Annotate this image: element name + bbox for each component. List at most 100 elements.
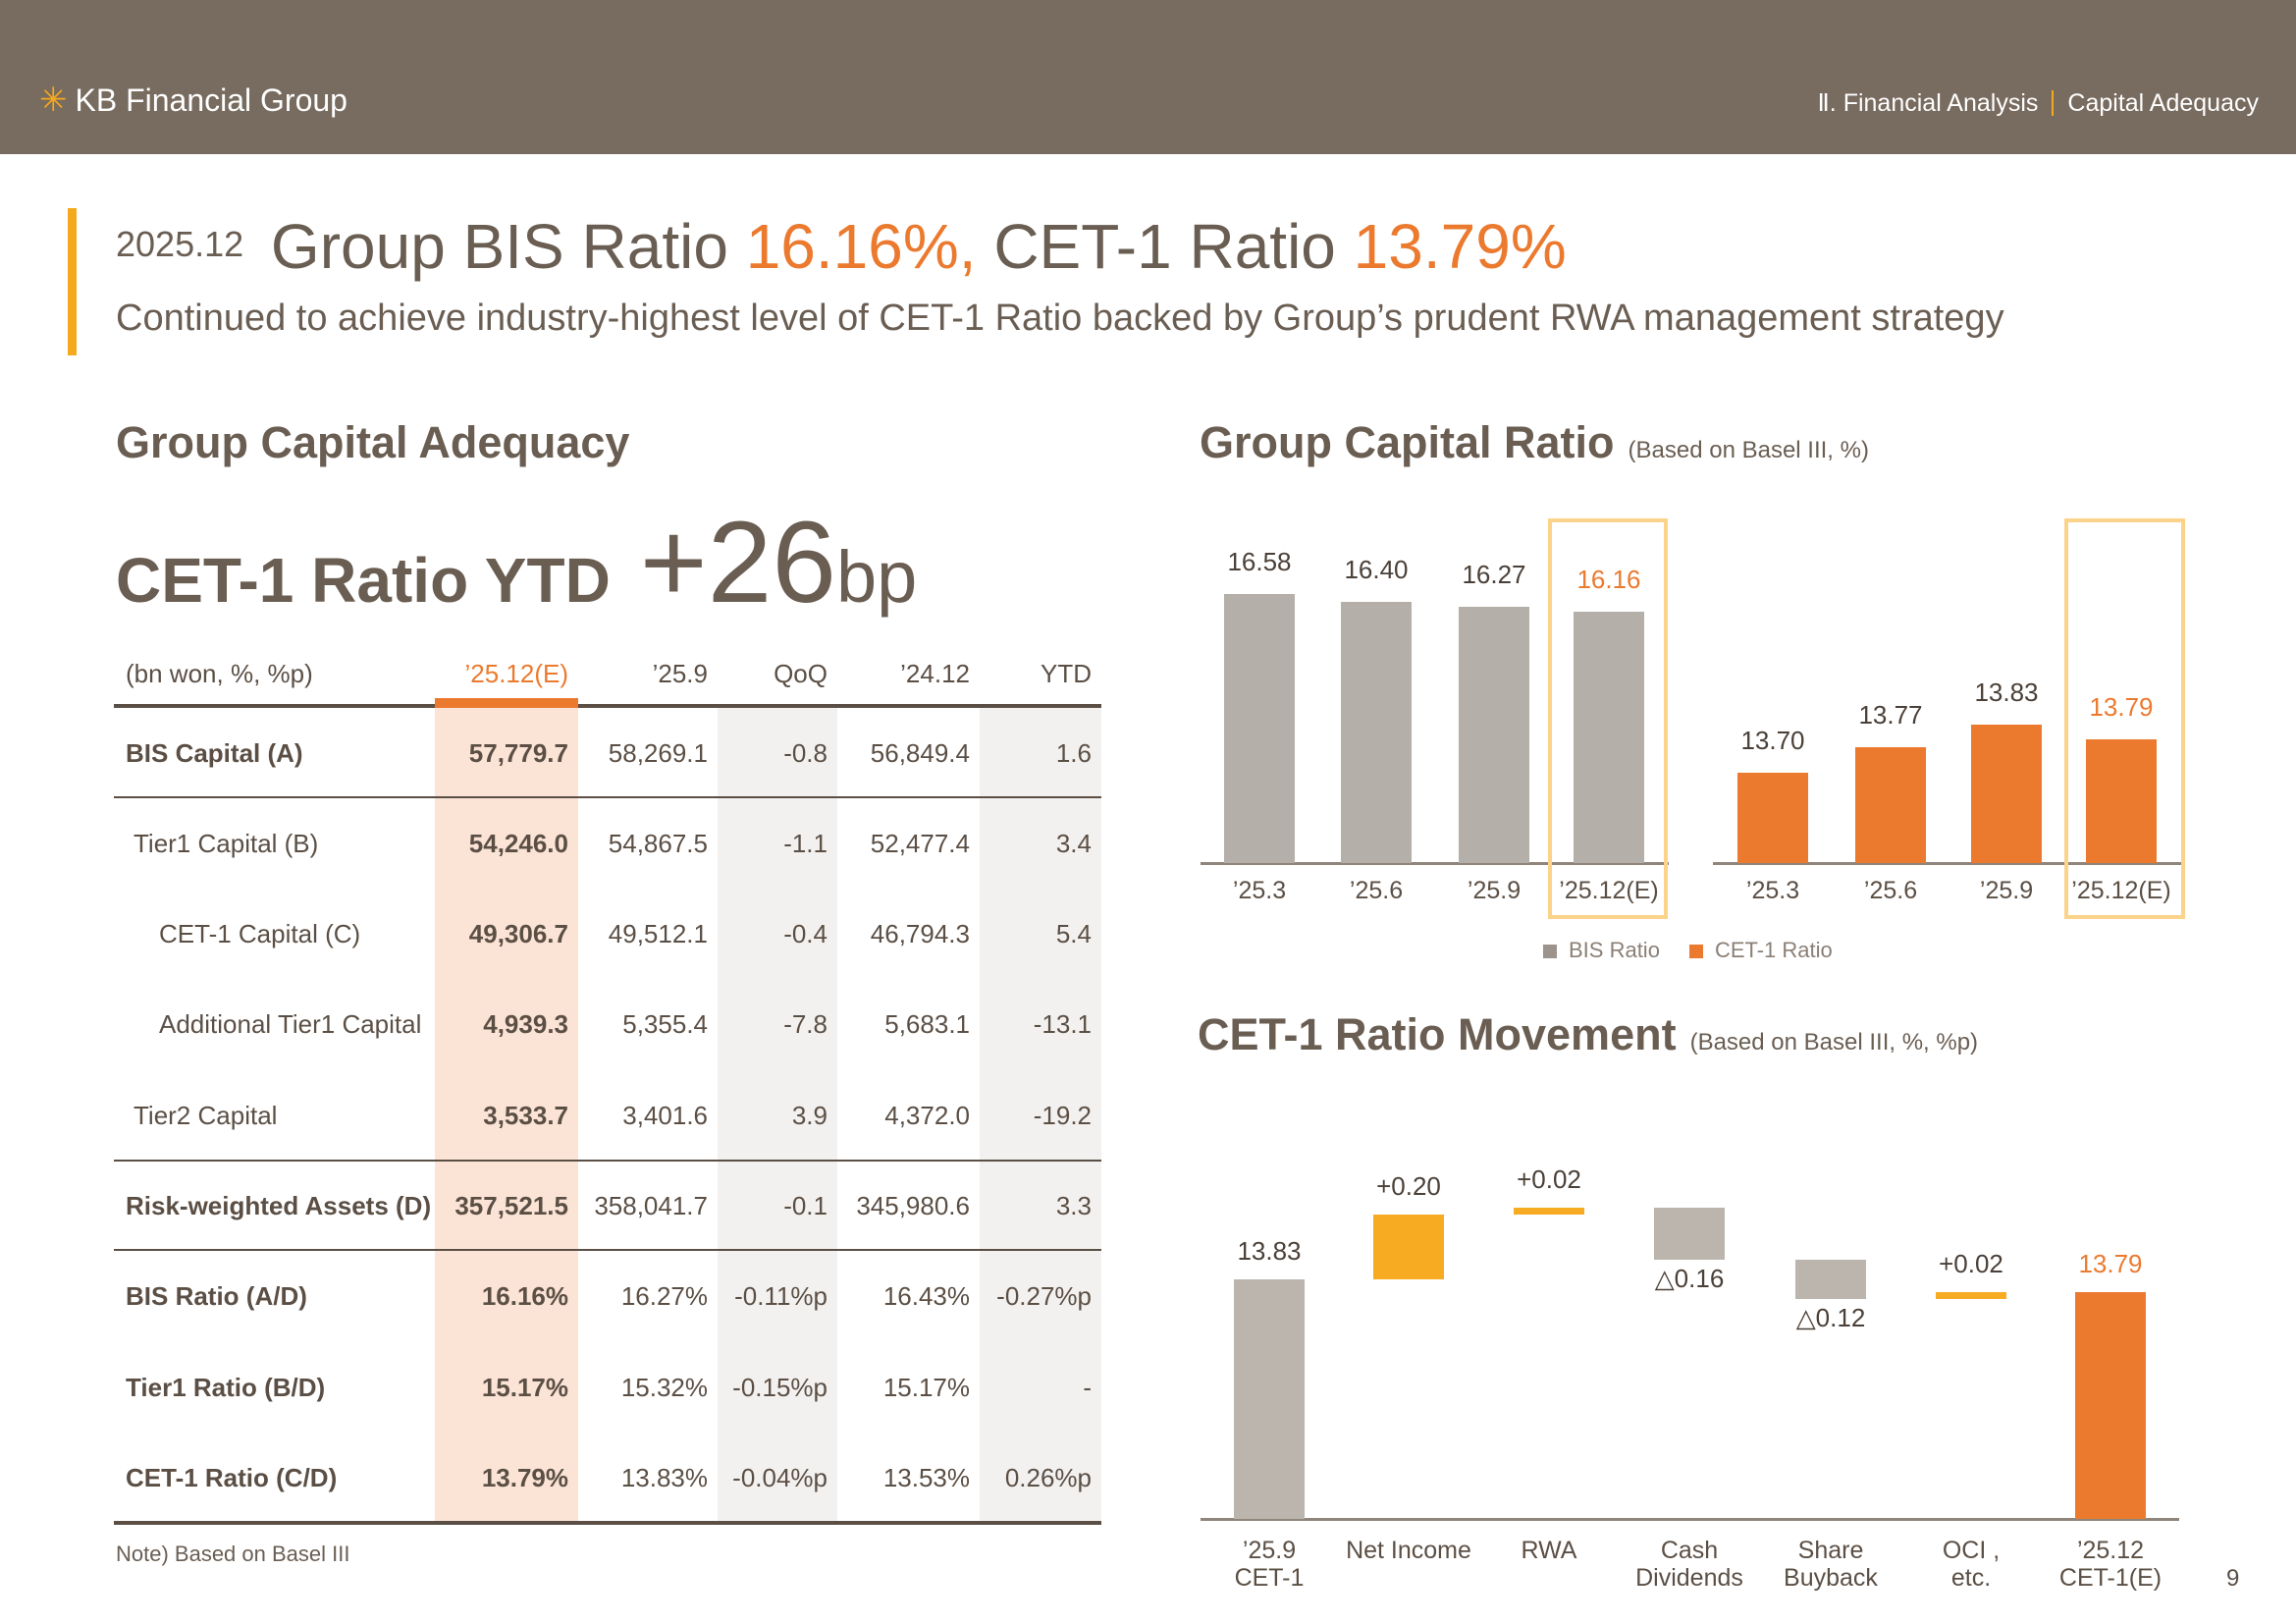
breadcrumb-page: Capital Adequacy [2067, 88, 2259, 117]
waterfall-bar [1654, 1208, 1725, 1260]
table-cell: 54,867.5 [608, 828, 708, 858]
x-tick-line: ’25.12 [2076, 1537, 2145, 1564]
ytd-value: +26 [639, 498, 836, 627]
column-header: ’24.12 [900, 658, 970, 688]
x-tick-label: ’25.9 CET-1 [1186, 1537, 1353, 1592]
table-cell: 5,683.1 [884, 1009, 970, 1040]
breadcrumb: Ⅱ. Financial Analysis Capital Adequacy [1818, 88, 2260, 118]
x-axis [1201, 1518, 2179, 1521]
movement-title: CET-1 Ratio Movement [1198, 1009, 1677, 1059]
x-tick-label: ’25.9 [1467, 877, 1522, 904]
table-row: Tier1 Ratio (B/D) 15.17% 15.32% -0.15%p 15.1… [114, 1342, 1101, 1433]
legend-swatch [1543, 945, 1557, 958]
waterfall-bar [1795, 1260, 1866, 1299]
row-label: BIS Ratio (A/D) [126, 1281, 307, 1312]
data-label: 13.77 [1858, 699, 1923, 730]
table-cell: -0.15%p [732, 1372, 828, 1402]
x-tick-line: Buyback [1784, 1564, 1878, 1592]
table-row: BIS Capital (A) 57,779.7 58,269.1 -0.8 56,84… [114, 708, 1101, 798]
bar-bis [1459, 607, 1529, 863]
table-cell: 3,533.7 [483, 1100, 568, 1130]
data-label: +0.02 [1939, 1249, 2003, 1278]
legend-item-bis: BIS Ratio [1543, 938, 1660, 963]
table-row: CET-1 Ratio (C/D) 13.79% 13.83% -0.04%p 13.5… [114, 1433, 1101, 1523]
title-date: 2025.12 [116, 224, 244, 264]
row-label: Tier2 Capital [133, 1100, 278, 1130]
row-label: Tier1 Capital (B) [133, 828, 319, 858]
section-title-cet1-movement: CET-1 Ratio Movement (Based on Basel III,… [1198, 1009, 1978, 1060]
table-row: BIS Ratio (A/D) 16.16% 16.27% -0.11%p 16.43%… [114, 1252, 1101, 1342]
title-bis-value: 16.16%, [745, 211, 977, 282]
legend-label: CET-1 Ratio [1714, 938, 1833, 962]
highlight-box [1548, 518, 1668, 919]
data-label: 16.40 [1344, 554, 1409, 584]
legend-item-cet1: CET-1 Ratio [1688, 938, 1833, 963]
table-cell: -7.8 [783, 1009, 828, 1040]
row-label: Additional Tier1 Capital [159, 1009, 422, 1040]
table-cell: 1.6 [1055, 737, 1092, 768]
x-tick-label: RWA [1466, 1537, 1632, 1564]
table-cell: 49,512.1 [608, 919, 708, 949]
waterfall-bar [1234, 1278, 1305, 1519]
table-cell: 57,779.7 [468, 737, 568, 768]
data-label: 16.58 [1227, 547, 1292, 577]
data-label: +0.20 [1376, 1170, 1441, 1201]
table-cell: -19.2 [1033, 1100, 1092, 1130]
bar-bis [1341, 601, 1412, 863]
row-label: BIS Capital (A) [126, 737, 303, 768]
table-cell: 4,372.0 [884, 1100, 970, 1130]
table-row: CET-1 Capital (C) 49,306.7 49,512.1 -0.4 46,… [114, 890, 1101, 980]
chart-legend: BIS Ratio CET-1 Ratio [1543, 938, 1833, 963]
table-cell: 15.32% [620, 1372, 708, 1402]
waterfall-bar [1514, 1208, 1584, 1215]
page-title: 2025.12 Group BIS Ratio 16.16%, CET-1 Ra… [116, 210, 1567, 283]
bar-cet1 [1971, 725, 2042, 863]
logo-text: KB Financial Group [75, 81, 347, 118]
table-row: Risk-weighted Assets (D) 357,521.5 358,041… [114, 1162, 1101, 1252]
data-label: 16.16 [1576, 564, 1641, 594]
row-label: CET-1 Ratio (C/D) [126, 1462, 338, 1492]
table-cell: 16.27% [620, 1281, 708, 1312]
x-tick-label: ’25.12(E) [2071, 877, 2171, 904]
x-tick-line: CET-1 [1234, 1564, 1305, 1592]
ytd-highlight: CET-1 Ratio YTD +26bp [116, 496, 917, 629]
table-cell: 345,980.6 [856, 1191, 970, 1220]
title-cet-label: CET-1 Ratio [993, 211, 1336, 282]
data-label: 16.27 [1462, 560, 1526, 590]
bar-bis [1224, 594, 1295, 863]
data-label: 13.83 [1237, 1235, 1302, 1266]
page-number: 9 [2226, 1565, 2240, 1592]
row-divider [114, 1160, 1101, 1162]
table-cell: -0.04%p [732, 1462, 828, 1492]
table-cell: 4,939.3 [483, 1009, 568, 1040]
highlight-column-bg [435, 706, 578, 1524]
row-divider [114, 796, 1101, 798]
table-row: Tier2 Capital 3,533.7 3,401.6 3.9 4,372.0 -19… [114, 1070, 1101, 1161]
page-subtitle: Continued to achieve industry-highest le… [116, 298, 2004, 339]
x-tick-line: Net Income [1346, 1537, 1471, 1564]
x-tick-label: Share Buyback [1747, 1537, 1914, 1592]
table-cell: 13.79% [481, 1462, 568, 1492]
header-bar [0, 0, 2296, 154]
highlight-column-marker [435, 698, 578, 708]
x-tick-line: RWA [1521, 1537, 1577, 1564]
x-tick-label: ’25.3 [1232, 877, 1287, 904]
table-cell: -13.1 [1033, 1009, 1092, 1040]
table-cell: 58,269.1 [608, 737, 708, 768]
x-tick-line: Share [1797, 1537, 1864, 1564]
bar-cet1 [2086, 739, 2157, 863]
bar-cet1 [1855, 746, 1926, 863]
x-tick-label: Cash Dividends [1606, 1537, 1773, 1592]
waterfall-bar [1936, 1292, 2006, 1299]
legend-label: BIS Ratio [1569, 938, 1660, 962]
title-bis-label: Group BIS Ratio [270, 211, 728, 282]
table-cell: -0.8 [783, 737, 828, 768]
x-tick-line: OCI , [1942, 1537, 2001, 1564]
table-cell: 357,521.5 [454, 1191, 568, 1220]
data-label: 13.79 [2078, 1249, 2143, 1278]
table-cell: 5,355.4 [622, 1009, 708, 1040]
x-tick-line: Dividends [1635, 1564, 1743, 1592]
table-cell: -0.11%p [734, 1281, 828, 1312]
data-label: 13.70 [1740, 725, 1805, 755]
row-label: Tier1 Ratio (B/D) [126, 1372, 326, 1402]
